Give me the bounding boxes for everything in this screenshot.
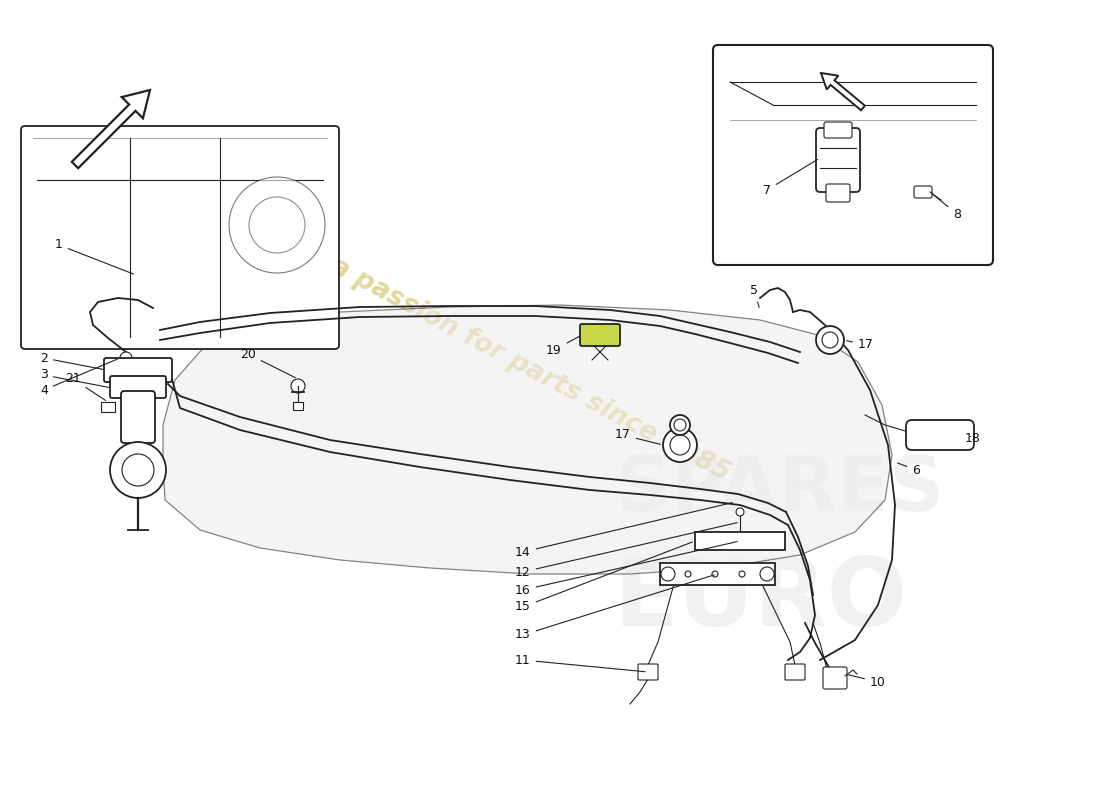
Circle shape — [674, 419, 686, 431]
Circle shape — [670, 415, 690, 435]
Text: 2: 2 — [40, 351, 103, 370]
Text: 10: 10 — [848, 674, 886, 689]
Circle shape — [816, 326, 844, 354]
FancyBboxPatch shape — [826, 184, 850, 202]
FancyBboxPatch shape — [110, 376, 166, 398]
Circle shape — [712, 571, 718, 577]
Text: 17: 17 — [847, 338, 873, 351]
FancyBboxPatch shape — [638, 664, 658, 680]
Circle shape — [229, 177, 324, 273]
Circle shape — [661, 567, 675, 581]
Circle shape — [685, 571, 691, 577]
Text: 5: 5 — [750, 283, 759, 307]
FancyBboxPatch shape — [104, 358, 172, 382]
FancyBboxPatch shape — [785, 664, 805, 680]
Circle shape — [663, 428, 697, 462]
Circle shape — [739, 571, 745, 577]
Text: 15: 15 — [515, 542, 692, 614]
Text: 6: 6 — [898, 463, 920, 477]
Text: EURO: EURO — [613, 554, 908, 646]
Text: 3: 3 — [40, 369, 109, 387]
FancyArrow shape — [72, 90, 150, 168]
FancyBboxPatch shape — [906, 420, 974, 450]
Text: 11: 11 — [515, 654, 646, 672]
Circle shape — [670, 435, 690, 455]
Bar — [293, 402, 303, 410]
FancyBboxPatch shape — [824, 122, 852, 138]
Circle shape — [110, 442, 166, 498]
Circle shape — [120, 352, 132, 364]
Circle shape — [292, 379, 305, 393]
Text: 1: 1 — [55, 238, 133, 274]
FancyBboxPatch shape — [580, 324, 620, 346]
Text: a passion for parts since 1985: a passion for parts since 1985 — [326, 254, 734, 486]
Bar — [101, 402, 116, 412]
Polygon shape — [163, 305, 892, 574]
Circle shape — [760, 567, 774, 581]
Text: 13: 13 — [515, 575, 714, 642]
Text: 8: 8 — [932, 194, 961, 221]
Text: 20: 20 — [240, 347, 296, 378]
Circle shape — [249, 197, 305, 253]
FancyBboxPatch shape — [823, 667, 847, 689]
Text: 21: 21 — [65, 373, 106, 401]
Text: 19: 19 — [546, 336, 580, 357]
Circle shape — [122, 454, 154, 486]
FancyBboxPatch shape — [121, 391, 155, 443]
Text: 14: 14 — [515, 502, 733, 558]
FancyArrow shape — [821, 73, 865, 110]
Text: 12: 12 — [515, 522, 737, 578]
FancyBboxPatch shape — [816, 128, 860, 192]
FancyBboxPatch shape — [713, 45, 993, 265]
FancyBboxPatch shape — [21, 126, 339, 349]
Text: 16: 16 — [515, 542, 737, 597]
Bar — [660, 563, 776, 585]
Text: 7: 7 — [763, 159, 817, 197]
Text: 17: 17 — [615, 429, 660, 444]
Circle shape — [822, 332, 838, 348]
Circle shape — [736, 508, 744, 516]
Text: 4: 4 — [40, 359, 118, 397]
Text: SPARES: SPARES — [615, 453, 945, 527]
Text: 18: 18 — [965, 431, 981, 445]
FancyBboxPatch shape — [914, 186, 932, 198]
Bar — [695, 532, 785, 550]
